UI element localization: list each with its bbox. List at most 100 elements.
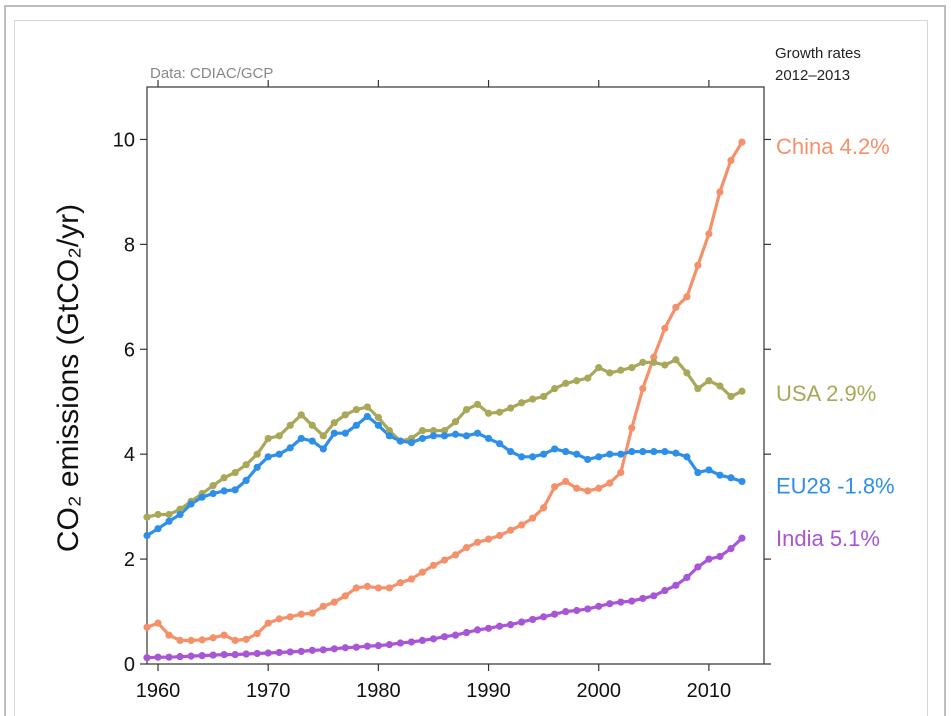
data-point-china xyxy=(606,479,614,487)
data-point-china xyxy=(639,385,647,393)
data-point-usa xyxy=(683,369,691,377)
data-point-eu28 xyxy=(242,476,250,485)
data-point-usa xyxy=(639,358,647,366)
data-point-china xyxy=(573,484,581,492)
data-point-china xyxy=(562,477,570,486)
data-point-usa xyxy=(573,377,581,385)
data-point-eu28 xyxy=(683,453,691,461)
data-point-india xyxy=(705,555,713,563)
data-point-india xyxy=(617,598,625,606)
data-point-china xyxy=(253,629,261,638)
data-point-eu28 xyxy=(551,445,559,453)
data-point-eu28 xyxy=(727,474,735,482)
data-point-eu28 xyxy=(495,440,504,448)
data-point-usa xyxy=(584,374,592,382)
data-point-india xyxy=(738,534,746,542)
data-point-india xyxy=(286,648,294,656)
data-source-note: Data: CDIAC/GCP xyxy=(150,65,273,82)
data-point-china xyxy=(595,484,603,492)
data-point-eu28 xyxy=(462,432,471,440)
data-point-china xyxy=(154,619,162,627)
data-point-india xyxy=(551,610,559,618)
data-point-china xyxy=(451,551,460,559)
data-point-india xyxy=(584,605,592,613)
data-point-india xyxy=(396,639,405,647)
data-point-india xyxy=(297,647,305,656)
data-point-eu28 xyxy=(595,453,603,461)
data-point-eu28 xyxy=(562,447,570,456)
data-point-usa xyxy=(231,468,239,477)
x-tick-label: 1990 xyxy=(466,680,511,702)
data-point-usa xyxy=(451,418,460,426)
data-point-india xyxy=(639,594,647,603)
data-point-china xyxy=(738,138,746,146)
data-point-china xyxy=(187,636,195,644)
data-point-india xyxy=(628,597,636,605)
data-point-india xyxy=(341,644,349,652)
data-point-eu28 xyxy=(143,531,151,540)
data-point-usa xyxy=(551,385,559,393)
x-tick-label: 1980 xyxy=(356,680,401,702)
data-point-india xyxy=(595,602,603,610)
data-point-usa xyxy=(253,450,261,458)
data-point-usa xyxy=(506,404,515,412)
data-point-china xyxy=(209,634,217,642)
data-point-india xyxy=(198,652,206,660)
y-tick-label: 10 xyxy=(113,129,135,151)
data-point-usa xyxy=(672,356,680,364)
data-point-eu28 xyxy=(584,455,592,464)
data-point-usa xyxy=(352,405,360,414)
data-point-india xyxy=(540,613,548,621)
data-point-usa xyxy=(518,399,526,407)
data-point-india xyxy=(462,628,471,637)
plot-axes: 0 2 4 6 8 10 1960 1970 1980 1990 2000 2010 xyxy=(113,80,771,702)
data-point-india xyxy=(209,651,217,659)
data-point-china xyxy=(374,584,382,592)
data-point-china xyxy=(385,584,393,592)
y-tick-label: 2 xyxy=(124,549,135,571)
y-tick-label: 4 xyxy=(124,444,135,466)
data-point-eu28 xyxy=(341,429,349,437)
y-axis-label: CO₂ emissions (GtCO₂/yr) xyxy=(52,204,85,552)
data-point-china xyxy=(396,579,405,587)
series-label-india: India 5.1% xyxy=(776,526,880,551)
data-point-india xyxy=(418,636,427,644)
data-point-china xyxy=(198,636,206,644)
data-point-eu28 xyxy=(374,421,382,429)
data-point-usa xyxy=(176,505,184,513)
data-point-china xyxy=(584,487,592,495)
chart-frame xyxy=(4,5,946,716)
data-point-eu28 xyxy=(529,453,537,461)
data-point-usa xyxy=(429,426,438,435)
data-point-eu28 xyxy=(286,444,294,452)
data-point-india xyxy=(672,581,680,589)
data-point-eu28 xyxy=(407,439,416,447)
data-point-india xyxy=(330,645,338,653)
data-point-india xyxy=(694,563,702,571)
data-point-eu28 xyxy=(330,429,338,437)
data-point-india xyxy=(253,649,261,658)
data-point-india xyxy=(187,652,195,660)
data-point-china xyxy=(694,261,702,269)
data-point-india xyxy=(143,654,151,662)
plot-area-box xyxy=(146,86,765,665)
data-point-china xyxy=(429,561,438,569)
series-line-china xyxy=(146,141,744,642)
y-tick-label: 6 xyxy=(124,339,135,361)
data-point-eu28 xyxy=(573,450,581,458)
data-point-india xyxy=(518,618,526,626)
data-point-usa xyxy=(529,395,537,403)
data-point-china xyxy=(727,156,735,165)
data-point-eu28 xyxy=(617,450,625,458)
data-point-usa xyxy=(595,364,603,372)
data-point-india xyxy=(429,635,438,643)
data-point-china xyxy=(484,535,493,543)
data-point-eu28 xyxy=(518,453,526,461)
y-tick-label: 8 xyxy=(124,234,135,256)
data-point-eu28 xyxy=(661,447,669,456)
data-point-india xyxy=(440,633,449,641)
data-point-china xyxy=(683,293,691,301)
data-point-usa xyxy=(308,421,316,429)
data-point-india xyxy=(165,653,173,661)
data-point-china xyxy=(176,636,184,644)
